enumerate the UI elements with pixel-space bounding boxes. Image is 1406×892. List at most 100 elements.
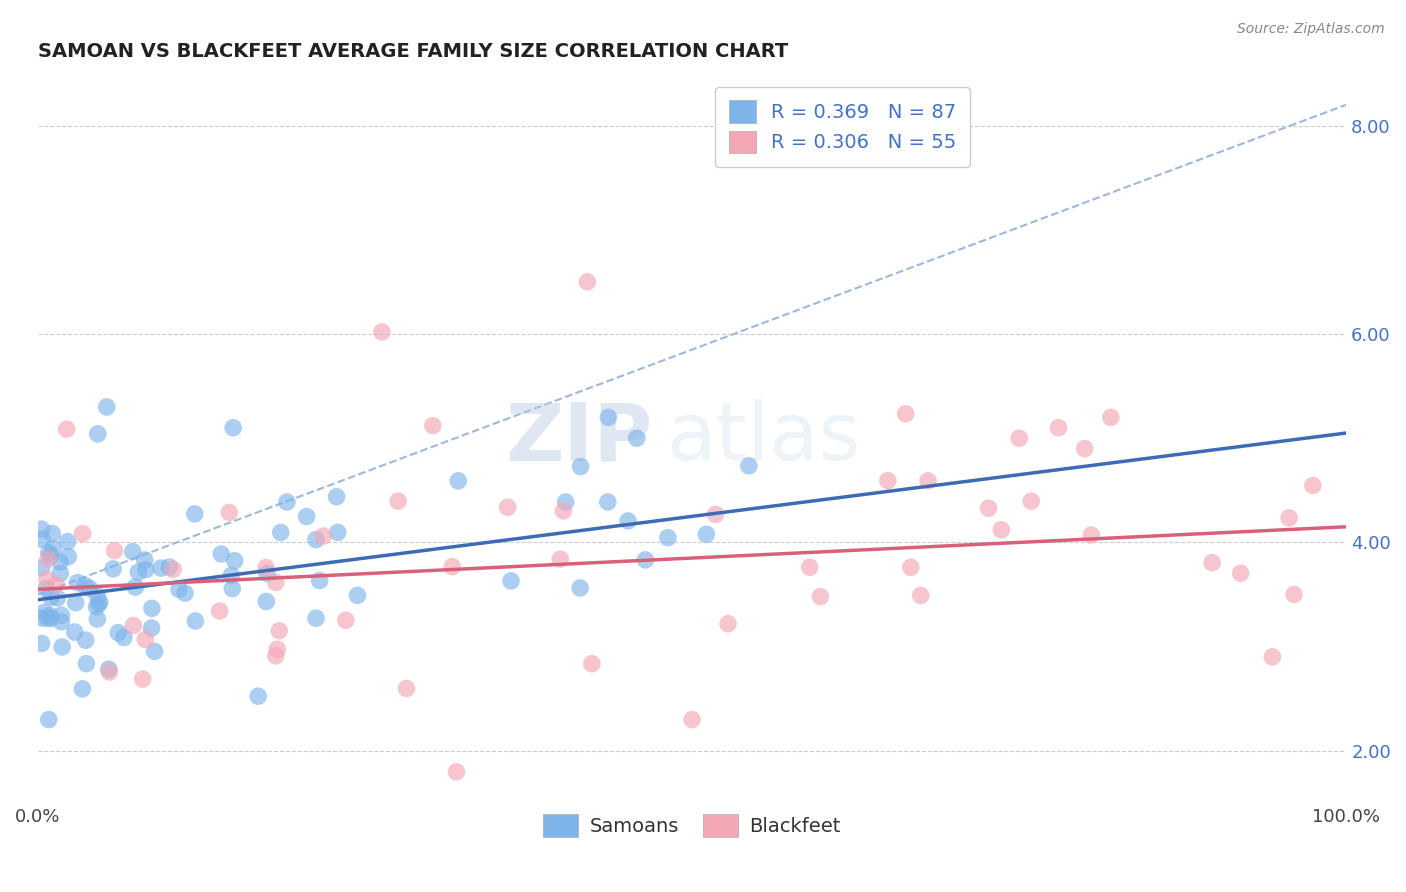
Point (122, 618, 145, 632)
Point (308, 574, 330, 588)
Point (569, 459, 592, 474)
Point (39, 608, 62, 623)
Point (135, 563, 157, 577)
Point (66, 575, 89, 590)
Point (31, 560, 53, 574)
Point (131, 672, 153, 686)
Point (325, 490, 347, 504)
Point (917, 474, 939, 488)
Point (256, 566, 278, 581)
Point (1047, 421, 1070, 435)
Point (209, 547, 232, 561)
Point (1278, 511, 1301, 525)
Point (49, 555, 72, 569)
Point (581, 657, 603, 671)
Point (254, 560, 277, 574)
Point (112, 631, 135, 645)
Point (717, 616, 740, 631)
Point (134, 553, 156, 567)
Point (89, 595, 111, 609)
Point (35, 582, 58, 596)
Point (312, 529, 335, 543)
Point (221, 582, 243, 596)
Point (38, 713, 60, 727)
Point (34, 606, 56, 620)
Point (626, 431, 648, 445)
Point (224, 554, 246, 568)
Point (371, 325, 394, 339)
Point (1019, 494, 1042, 508)
Point (387, 494, 409, 508)
Point (87, 597, 110, 611)
Point (37, 611, 59, 625)
Point (305, 533, 328, 547)
Point (1261, 649, 1284, 664)
Point (39, 590, 62, 604)
Point (326, 525, 349, 540)
Point (98, 665, 121, 679)
Point (75, 633, 97, 648)
Point (876, 474, 898, 488)
Point (31, 636, 53, 650)
Point (174, 586, 197, 600)
Text: SAMOAN VS BLACKFEET AVERAGE FAMILY SIZE CORRELATION CHART: SAMOAN VS BLACKFEET AVERAGE FAMILY SIZE … (38, 42, 787, 61)
Text: ZIP: ZIP (506, 400, 652, 477)
Point (1008, 431, 1031, 445)
Point (617, 514, 640, 528)
Point (910, 589, 932, 603)
Point (553, 504, 575, 518)
Text: atlas: atlas (666, 400, 860, 477)
Point (35, 572, 58, 586)
Point (41, 526, 63, 541)
Point (101, 562, 124, 576)
Point (247, 689, 270, 703)
Point (49, 566, 72, 581)
Point (657, 531, 679, 545)
Point (1201, 556, 1223, 570)
Point (65, 596, 87, 610)
Point (221, 568, 243, 582)
Point (143, 644, 166, 658)
Point (634, 553, 657, 567)
Point (1229, 566, 1251, 581)
Point (1080, 528, 1102, 542)
Point (447, 474, 470, 488)
Point (38, 546, 60, 560)
Point (42, 541, 65, 556)
Point (51, 640, 73, 654)
Point (704, 508, 727, 522)
Point (276, 495, 298, 509)
Point (51, 615, 73, 629)
Point (1282, 588, 1305, 602)
Point (58, 549, 80, 564)
Point (346, 588, 368, 602)
Point (46, 591, 69, 606)
Point (73, 578, 96, 592)
Point (39, 549, 62, 563)
Point (97, 662, 120, 676)
Point (31, 533, 53, 547)
Point (56, 534, 79, 549)
Point (121, 544, 143, 558)
Point (218, 505, 240, 519)
Point (738, 458, 761, 473)
Point (799, 560, 821, 574)
Point (127, 565, 149, 579)
Point (45, 578, 67, 592)
Point (86, 612, 108, 626)
Point (808, 590, 831, 604)
Point (134, 632, 156, 647)
Point (695, 527, 717, 541)
Point (446, 764, 468, 779)
Point (39, 611, 62, 625)
Point (550, 552, 572, 566)
Point (157, 560, 180, 574)
Point (150, 561, 173, 575)
Point (72, 681, 94, 696)
Point (499, 574, 522, 588)
Point (264, 648, 287, 663)
Point (87, 426, 110, 441)
Point (96, 400, 118, 414)
Point (1073, 442, 1095, 456)
Point (305, 611, 328, 625)
